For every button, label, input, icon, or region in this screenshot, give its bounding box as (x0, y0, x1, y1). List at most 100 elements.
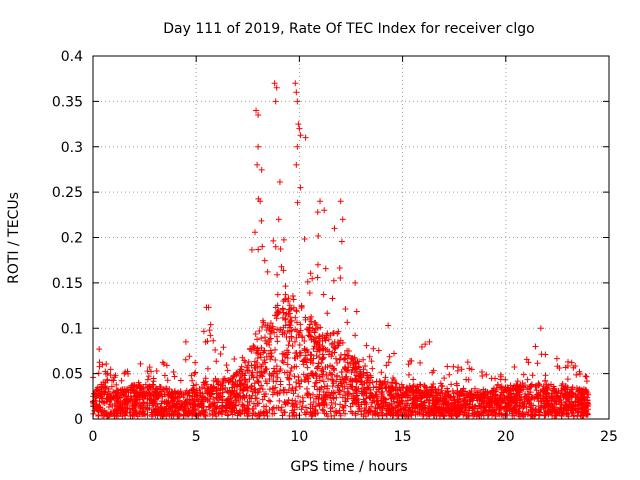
data-point (207, 403, 214, 410)
data-point (207, 332, 214, 339)
data-point (319, 406, 326, 413)
y-tick-label: 0.4 (61, 49, 83, 65)
data-point (302, 134, 309, 141)
data-point (321, 398, 328, 405)
data-point (304, 356, 311, 363)
data-point (287, 367, 294, 374)
data-point (537, 391, 544, 398)
data-point (172, 404, 179, 411)
data-point (450, 363, 457, 370)
data-point (252, 411, 259, 418)
data-point (327, 408, 334, 415)
data-point (576, 385, 583, 392)
data-point (396, 395, 403, 402)
data-point (532, 383, 539, 390)
data-point (167, 394, 174, 401)
data-point (386, 353, 393, 360)
data-point (398, 381, 405, 388)
data-point (466, 365, 473, 372)
data-point (292, 80, 299, 87)
data-point (383, 362, 390, 369)
data-point (360, 390, 367, 397)
data-point (280, 324, 287, 331)
data-point (130, 390, 137, 397)
data-point (180, 394, 187, 401)
data-point (464, 413, 471, 420)
data-point (314, 274, 321, 281)
data-point (368, 358, 375, 365)
data-point (455, 404, 462, 411)
data-point (330, 380, 337, 387)
data-point (441, 375, 448, 382)
data-point (389, 379, 396, 386)
data-point (321, 207, 328, 214)
data-point (316, 386, 323, 393)
data-point (435, 397, 442, 404)
data-point (410, 401, 417, 408)
data-point (405, 371, 412, 378)
data-point (421, 404, 428, 411)
data-point (480, 391, 487, 398)
data-point (316, 354, 323, 361)
data-point (249, 392, 256, 399)
data-point (237, 394, 244, 401)
data-point (335, 382, 342, 389)
data-point (580, 406, 587, 413)
data-point (319, 337, 326, 344)
data-point (150, 378, 157, 385)
data-point (328, 353, 335, 360)
data-point (291, 406, 298, 413)
chart-title: Day 111 of 2019, Rate Of TEC Index for r… (163, 21, 534, 37)
data-point (460, 411, 467, 418)
data-point (438, 387, 445, 394)
data-point (144, 376, 151, 383)
data-point (319, 356, 326, 363)
data-point (420, 411, 427, 418)
data-point (519, 399, 526, 406)
data-point (378, 409, 385, 416)
data-point (366, 353, 373, 360)
data-point (535, 382, 542, 389)
data-point (423, 387, 430, 394)
data-point (448, 381, 455, 388)
data-point (170, 368, 177, 375)
data-point (369, 392, 376, 399)
data-point (297, 132, 304, 139)
data-point (228, 391, 235, 398)
data-point (478, 400, 485, 407)
x-tick-label: 5 (192, 429, 201, 445)
data-point (381, 395, 388, 402)
y-tick-label: 0.15 (52, 276, 83, 292)
data-point (304, 408, 311, 415)
data-point (158, 388, 165, 395)
data-point (231, 394, 238, 401)
data-point (474, 397, 481, 404)
data-point (189, 377, 196, 384)
data-point (154, 393, 161, 400)
data-point (316, 333, 323, 340)
data-point (351, 354, 358, 361)
data-point (382, 401, 389, 408)
data-point (259, 243, 266, 250)
data-point (130, 408, 137, 415)
data-point (112, 372, 119, 379)
data-point (284, 369, 291, 376)
data-point (415, 395, 422, 402)
data-point (182, 403, 189, 410)
data-point (263, 340, 270, 347)
data-point (305, 348, 312, 355)
data-point (127, 397, 134, 404)
data-point (352, 375, 359, 382)
data-point (334, 342, 341, 349)
data-point (439, 383, 446, 390)
data-point (314, 364, 321, 371)
data-point (169, 388, 176, 395)
data-point (319, 332, 326, 339)
data-point (310, 345, 317, 352)
y-tick-label: 0 (74, 412, 83, 428)
data-point (363, 379, 370, 386)
data-point (535, 398, 542, 405)
data-point (298, 303, 305, 310)
data-point (387, 391, 394, 398)
data-point (380, 394, 387, 401)
